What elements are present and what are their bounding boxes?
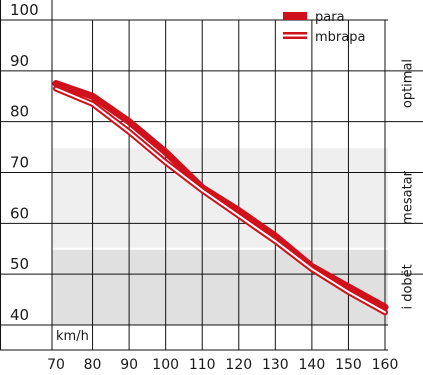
series-layer bbox=[52, 80, 389, 316]
y-tick-label-70: 70 bbox=[10, 154, 29, 172]
legend-label-mbrapa: mbrapa bbox=[315, 30, 365, 45]
x-tick-label-160: 160 bbox=[372, 357, 399, 373]
y-tick-label-80: 80 bbox=[10, 103, 29, 121]
x-tick-label-90: 90 bbox=[120, 357, 138, 373]
y-tick-label-60: 60 bbox=[10, 204, 29, 222]
y-tick-label-90: 90 bbox=[10, 52, 29, 70]
legend: para mbrapa bbox=[283, 10, 365, 45]
legend-label-para: para bbox=[315, 10, 345, 25]
y-tick-labels: 100 90 80 70 60 50 40 bbox=[10, 1, 39, 324]
y-tick-label-40: 40 bbox=[10, 306, 29, 324]
zone-band-2 bbox=[52, 248, 388, 325]
x-tick-label-110: 110 bbox=[189, 357, 216, 373]
zone-label-1: mesatar bbox=[401, 170, 416, 224]
x-tick-label-130: 130 bbox=[262, 357, 289, 373]
x-tick-label-140: 140 bbox=[299, 357, 326, 373]
x-tick-label-120: 120 bbox=[225, 357, 252, 373]
x-tick-label-150: 150 bbox=[335, 357, 362, 373]
y-tick-label-50: 50 bbox=[10, 255, 29, 273]
x-tick-label-70: 70 bbox=[47, 357, 65, 373]
legend-swatch-para bbox=[283, 12, 307, 20]
series-mbrapa-inner bbox=[55, 87, 386, 314]
horizontal-grid bbox=[0, 19, 423, 326]
zone-label-2: i dobët bbox=[401, 264, 416, 309]
legend-swatch-gap-mbrapa bbox=[283, 34, 307, 37]
zone-labels: optimal mesatar i dobët bbox=[401, 59, 416, 310]
zones-layer bbox=[52, 146, 388, 325]
x-unit-label: km/h bbox=[56, 329, 89, 344]
zone-label-0: optimal bbox=[401, 59, 416, 108]
series-para-line bbox=[52, 80, 389, 311]
x-tick-labels: 70 80 90 100 110 120 130 140 150 160 bbox=[47, 357, 398, 373]
x-tick-label-100: 100 bbox=[152, 357, 179, 373]
y-tick-label-100: 100 bbox=[10, 1, 39, 19]
x-tick-label-80: 80 bbox=[84, 357, 102, 373]
